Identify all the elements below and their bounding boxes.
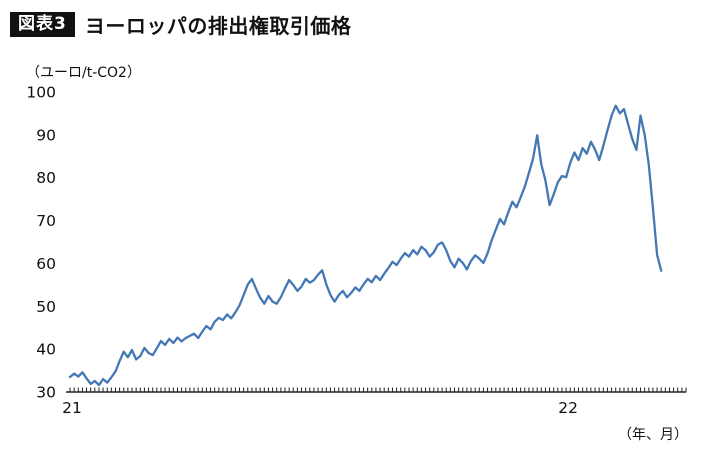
x-tick-label: 22 [558, 399, 578, 417]
x-axis-unit-label: （年、月） [618, 427, 688, 443]
x-tick-label: 21 [62, 399, 82, 417]
y-axis-unit-label: （ユーロ/t-CO2） [26, 65, 141, 81]
y-tick-label: 100 [26, 84, 56, 102]
y-tick-label: 80 [36, 169, 56, 187]
price-series-line [68, 104, 663, 387]
y-tick-label: 50 [36, 298, 56, 316]
figure-header: 図表3 ヨーロッパの排出権取引価格 [10, 10, 351, 39]
y-tick-label: 90 [36, 126, 56, 144]
y-tick-label: 40 [36, 341, 56, 359]
y-tick-label: 30 [36, 384, 56, 402]
y-tick-label: 70 [36, 212, 56, 230]
y-tick-label: 60 [36, 255, 56, 273]
chart-title: ヨーロッパの排出権取引価格 [84, 14, 352, 38]
figure-number-badge: 図表3 [10, 12, 75, 37]
